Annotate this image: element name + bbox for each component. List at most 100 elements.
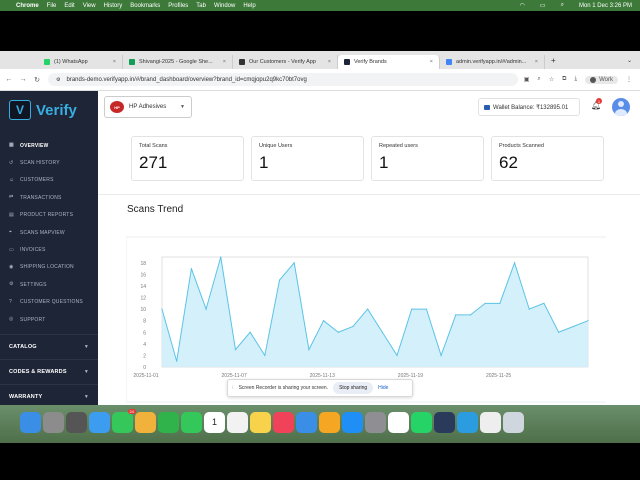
menu-view[interactable]: View [82,2,96,9]
forward-icon[interactable]: → [19,76,27,83]
more-icon[interactable]: ⋮ [626,77,632,83]
sidebar-item-support[interactable]: ◎ Support [0,311,98,328]
menu-tab[interactable]: Tab [196,2,206,9]
messages-icon[interactable]: 24 [112,408,136,433]
verify-logo-icon: V [9,100,31,120]
verify-logo[interactable]: V Verify [0,91,98,129]
search-icon[interactable]: ⌕ [560,2,564,8]
data-point [234,349,237,351]
download-icon[interactable]: ⤓ [574,76,578,82]
y-tick-label: 12 [140,296,146,302]
finder-icon[interactable] [20,411,41,433]
url-field[interactable]: ⚙ brands-demo.verifyapp.in/#/brand_dashb… [48,73,518,86]
notes-icon[interactable] [250,411,271,433]
section-catalog[interactable]: CATALOG ▼ [0,334,98,359]
avatar[interactable] [612,98,630,116]
sidebar-item-product-reports[interactable]: ▤ Product Reports [0,207,98,224]
sidebar-item-overview[interactable]: ▦ Overview [0,137,98,154]
back-icon[interactable]: ← [5,76,13,83]
hide-button[interactable]: Hide [378,385,389,391]
new-tab-icon[interactable]: + [551,55,556,65]
document-icon[interactable] [480,411,501,433]
settings-icon[interactable] [365,411,386,433]
cast-icon[interactable]: ▣ [523,77,530,83]
notification-text: Screen Recorder is sharing your screen. [238,385,329,391]
data-point [367,308,369,310]
tab-admin[interactable]: admin.verifyapp.in/#/admin... × [440,55,545,69]
chrome-icon[interactable] [388,411,409,433]
reminders-icon[interactable] [227,411,248,433]
section-codes-rewards[interactable]: CODES & REWARDS ▼ [0,359,98,384]
keynote-icon[interactable] [296,411,317,433]
data-point [308,349,310,351]
photos-icon[interactable] [135,411,156,433]
tab-customers[interactable]: Our Customers - Verify App × [233,55,338,69]
data-point [558,331,560,333]
bell-icon[interactable]: 🔔︎ 1 [591,98,602,110]
close-icon[interactable]: × [327,59,331,65]
menu-profiles[interactable]: Profiles [168,2,189,9]
wallet-icon [484,104,490,110]
sidebar-item-transactions[interactable]: ⇄ Transactions [0,189,98,206]
data-point [455,314,457,316]
stat-label: Total Scans [139,143,168,149]
sidebar-item-scans-mapview[interactable]: ⌖ Scans Mapview [0,224,98,241]
tab-whatsapp[interactable]: (1) WhatsApp × [38,55,123,69]
tab-search-icon[interactable]: ⌄ [626,57,632,64]
grip-icon[interactable]: ⁝ [232,385,234,391]
address-bar: ← → ↻ ⚙ brands-demo.verifyapp.in/#/brand… [0,69,640,91]
pages-icon[interactable] [319,411,340,433]
launchpad-icon[interactable] [43,411,64,433]
close-icon[interactable]: × [222,59,226,65]
sidebar-item-scan-history[interactable]: ↺ Scan History [0,154,98,171]
zoom-icon[interactable]: ⌕ [537,76,541,82]
extensions-icon[interactable]: ⧉ [562,76,567,82]
screen-recorder-icon[interactable] [434,411,455,433]
facetime-icon[interactable] [158,411,179,433]
verify-icon [239,59,245,65]
tab-verify-brands[interactable]: Verify Brands × [338,55,440,69]
menu-datetime[interactable]: Mon 1 Dec 3:26 PM [578,2,632,9]
sidebar-item-customers[interactable]: ☺ Customers [0,172,98,189]
menu-edit[interactable]: Edit [64,2,75,9]
whatsapp-icon[interactable] [411,411,432,433]
menu-file[interactable]: File [46,2,57,9]
quickshare-icon[interactable] [457,411,478,433]
profile-label: Work [599,76,613,83]
menu-history[interactable]: History [103,2,123,9]
wallet-text: Wallet Balance: ₹132895.01 [493,104,569,111]
stop-sharing-button[interactable]: Stop sharing [333,382,374,394]
calendar-icon[interactable]: 1 [204,411,225,433]
bookmark-icon[interactable]: ☆ [548,77,555,83]
brand-selector[interactable]: HP HP Adhesives ▼ [104,96,192,118]
reload-icon[interactable]: ↻ [34,76,40,84]
wallet-balance[interactable]: Wallet Balance: ₹132895.01 [478,98,580,116]
screenshot-icon[interactable] [66,411,87,433]
menu-window[interactable]: Window [213,2,236,9]
menu-bookmarks[interactable]: Bookmarks [130,2,161,9]
close-icon[interactable]: × [112,59,116,65]
battery-icon[interactable]: ▭ [539,3,546,9]
gear-icon: ⚙ [9,281,14,288]
wifi-icon[interactable]: ◠ [519,3,525,9]
sidebar-item-customer-questions[interactable]: ? Customer Questions [0,294,98,311]
profile-button[interactable]: Work [585,75,618,84]
section-warranty[interactable]: WARRANTY ▼ [0,384,98,409]
site-info-icon[interactable]: ⚙ [56,76,61,83]
sidebar-item-settings[interactable]: ⚙ Settings [0,276,98,293]
appstore-icon[interactable] [342,411,363,433]
menu-app-name[interactable]: Chrome [16,2,39,9]
close-icon[interactable]: × [429,59,433,65]
tab-sheets[interactable]: Shivangi-2025 - Google She... × [123,55,233,69]
safari-icon[interactable] [89,411,110,433]
sidebar-item-invoices[interactable]: ▭ Invoices [0,241,98,258]
music-icon[interactable] [273,411,294,433]
sidebar-item-shipping-location[interactable]: ◉ Shipping Location [0,259,98,276]
phone-icon[interactable] [181,411,202,433]
data-point [352,325,354,328]
menu-help[interactable]: Help [243,2,256,9]
data-point [543,302,545,304]
close-icon[interactable]: × [534,59,538,65]
tab-label: admin.verifyapp.in/#/admin... [456,59,527,65]
trash-icon[interactable] [503,411,524,433]
